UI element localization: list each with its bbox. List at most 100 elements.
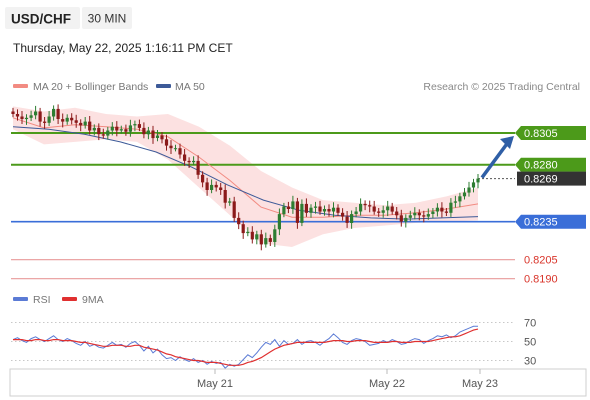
candle-body	[363, 203, 367, 206]
candle-body	[408, 215, 412, 218]
level-tag	[515, 126, 586, 140]
candle-body	[205, 182, 209, 190]
candle-body	[83, 121, 87, 126]
candle-body	[331, 207, 336, 212]
candle-body	[291, 201, 295, 209]
level-label: 0.8205	[524, 255, 558, 267]
price-levels	[11, 132, 515, 280]
candle-body	[214, 184, 218, 188]
candle-body	[273, 229, 277, 242]
x-tick-label: May 21	[197, 378, 233, 390]
candle-body	[250, 231, 254, 240]
candle-body	[413, 212, 417, 216]
candle-body	[34, 111, 38, 116]
candle-body	[119, 129, 123, 131]
rsi-panel: 70 50 30	[11, 318, 536, 369]
candle-body	[124, 129, 128, 132]
candle-body	[386, 206, 390, 211]
candle-body	[476, 178, 480, 183]
level-label: 0.8190	[524, 274, 558, 286]
candle-body	[169, 145, 173, 149]
candle-body	[350, 214, 354, 223]
candle-body	[20, 116, 24, 119]
forecast-arrow-shaft	[480, 139, 511, 179]
candle-body	[467, 187, 471, 193]
candle-body	[65, 117, 69, 122]
candle-body	[164, 139, 169, 146]
current-price-label: 0.8269	[524, 174, 558, 186]
x-axis-frame	[9, 368, 587, 397]
candle-body	[327, 209, 331, 212]
timeframe-badge[interactable]	[82, 7, 132, 29]
x-tick-label: May 23	[462, 378, 498, 390]
candle-body	[210, 184, 214, 190]
candle-body	[417, 212, 421, 216]
candle-body	[471, 182, 476, 188]
candle-body	[435, 207, 439, 212]
candle-body	[192, 160, 196, 163]
legend-label-9ma: 9MA	[82, 294, 104, 306]
candle-body	[74, 120, 78, 123]
rsi-line	[12, 325, 478, 369]
legend-swatch-rsi	[13, 297, 28, 301]
candle-body	[246, 231, 250, 234]
x-tick-label: May 22	[369, 378, 405, 390]
candle-body	[313, 206, 318, 208]
candle-body	[390, 206, 394, 212]
x-axis: May 21 May 22 May 23	[197, 369, 498, 390]
candle-body	[47, 116, 51, 123]
candle-body	[15, 114, 20, 117]
candle-body	[97, 127, 101, 135]
candle-body	[259, 234, 263, 245]
level-tag	[515, 214, 586, 229]
candle-body	[336, 207, 340, 213]
candle-body	[61, 119, 65, 122]
candle-body	[381, 210, 385, 213]
candle-body	[219, 187, 223, 190]
bollinger-band	[13, 106, 478, 248]
candle-body	[183, 154, 187, 161]
candle-body	[228, 201, 232, 203]
rsi-tick-label: 70	[524, 318, 536, 330]
candle-body	[453, 201, 457, 203]
candle-body	[345, 216, 349, 223]
candle-body	[142, 127, 146, 135]
legend-swatch-ma50	[156, 84, 171, 88]
candle-body	[255, 234, 259, 240]
candle-body	[133, 124, 137, 126]
candle-body	[368, 205, 372, 207]
candle-body	[110, 126, 114, 131]
legend-label-ma20: MA 20 + Bollinger Bands	[33, 81, 148, 93]
current-price-tag	[517, 171, 586, 186]
candle-body	[201, 174, 205, 183]
candle-body	[295, 201, 299, 223]
candle-body	[268, 238, 272, 242]
candle-body	[372, 206, 376, 212]
candle-body	[137, 124, 141, 128]
candle-body	[300, 203, 304, 223]
candle-body	[377, 211, 381, 213]
legend-label-ma50: MA 50	[175, 81, 205, 93]
candle-body	[24, 117, 29, 120]
forecast-arrow-head	[500, 136, 514, 149]
candle-body	[11, 111, 15, 114]
candle-body	[341, 212, 345, 217]
candle-body	[29, 115, 33, 118]
candle-body	[444, 211, 448, 213]
level-label: 0.8305	[524, 128, 558, 140]
bollinger-band-fill	[13, 106, 478, 248]
candle-body	[359, 203, 363, 212]
symbol-label: USD/CHF	[11, 12, 71, 27]
candle-body	[282, 206, 286, 215]
rsi-tick-label: 50	[524, 337, 536, 349]
candle-body	[88, 121, 92, 131]
level-label: 0.8235	[524, 217, 558, 229]
candle-body	[440, 207, 444, 212]
symbol-badge[interactable]	[5, 7, 80, 29]
candle-body	[187, 160, 191, 163]
level-tag	[515, 157, 586, 172]
rsi-9ma-line	[13, 328, 479, 366]
candle-body	[70, 117, 74, 121]
